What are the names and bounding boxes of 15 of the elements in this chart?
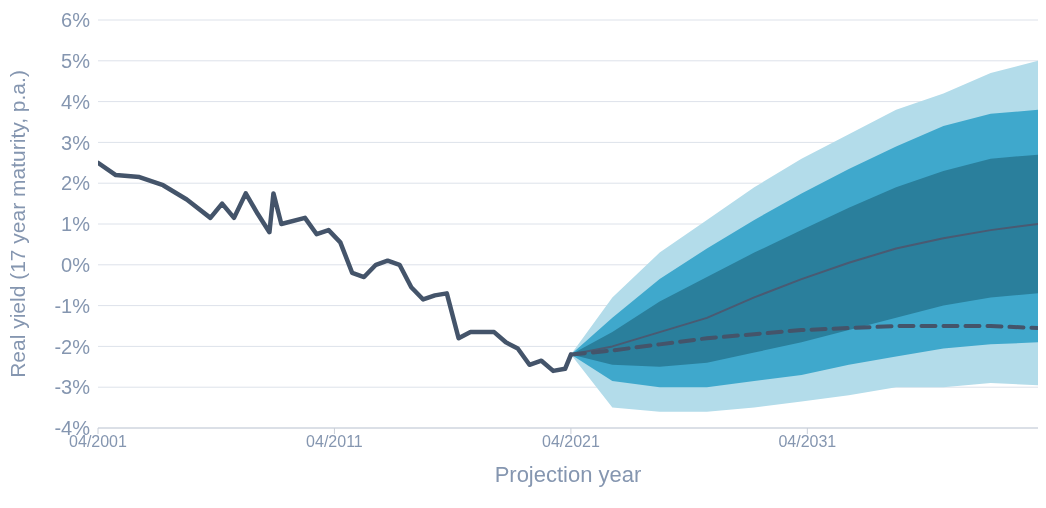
x-axis-title: Projection year xyxy=(494,462,642,487)
x-tick-label: 04/2021 xyxy=(541,433,600,451)
y-tick-label: 3% xyxy=(61,131,91,154)
x-tick-label: 04/2011 xyxy=(306,433,363,451)
y-tick-label: 5% xyxy=(61,49,91,72)
y-tick-label: 1% xyxy=(61,213,91,236)
y-tick-label: -3% xyxy=(54,376,91,399)
y-tick-label: -1% xyxy=(54,294,91,317)
y-tick-label: 4% xyxy=(61,90,91,113)
y-tick-label: 0% xyxy=(61,253,91,276)
y-tick-label: 6% xyxy=(61,9,91,32)
y-tick-label: -2% xyxy=(54,335,91,358)
x-tick-label: 04/2031 xyxy=(778,433,837,451)
y-tick-label: 2% xyxy=(61,172,91,195)
y-axis-title: Real yield (17 year maturity, p.a.) xyxy=(6,70,30,378)
